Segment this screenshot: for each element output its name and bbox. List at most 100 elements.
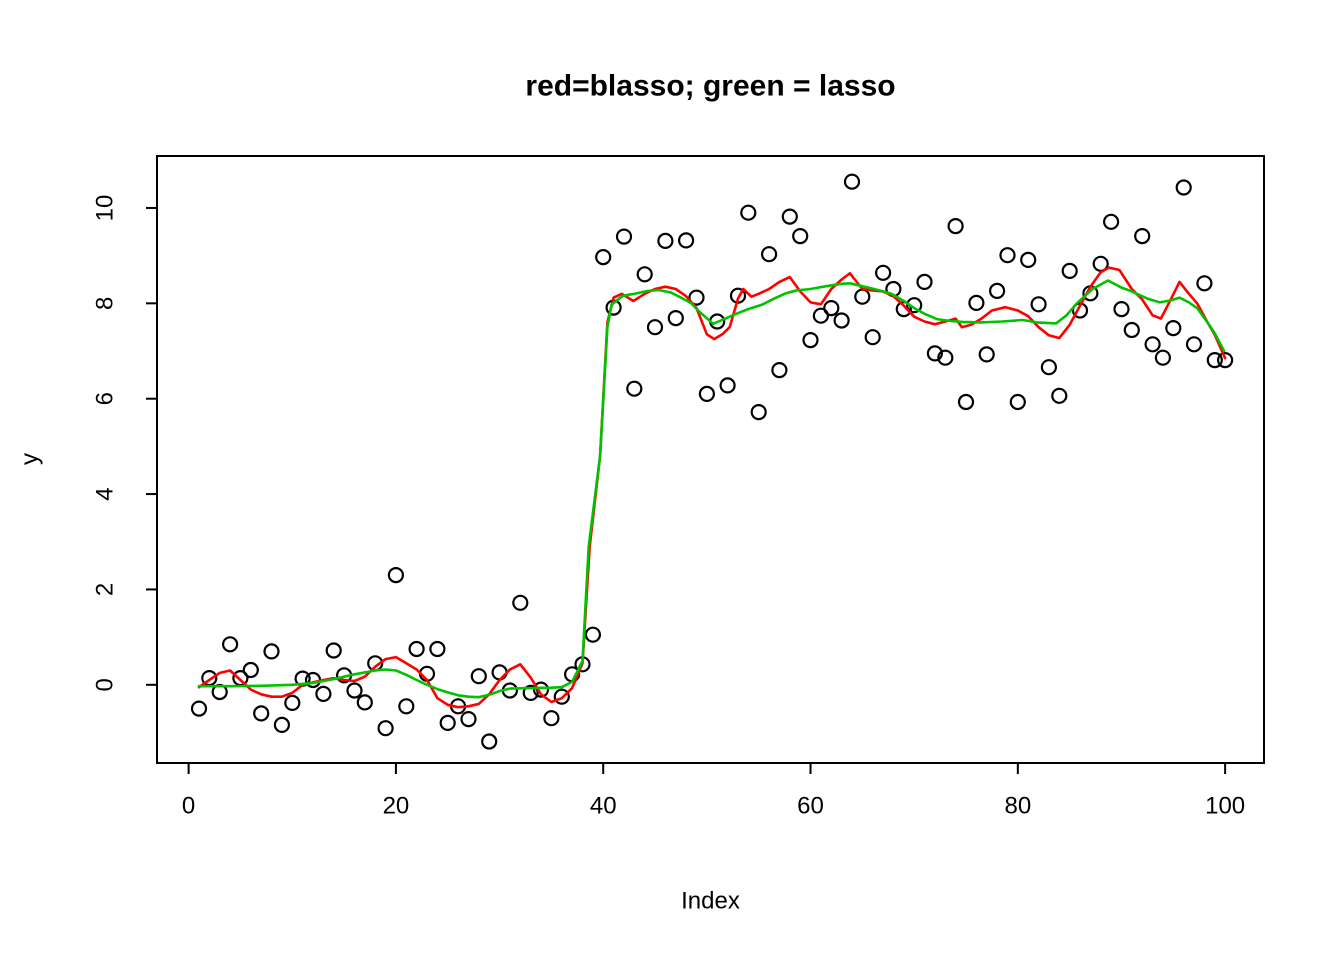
x-tick-label: 100: [1205, 793, 1245, 820]
data-point: [667, 310, 684, 327]
data-point: [1154, 349, 1172, 366]
data-point: [553, 688, 570, 705]
data-point: [1206, 352, 1223, 369]
lasso-line: [197, 279, 1226, 699]
data-point: [1144, 336, 1161, 353]
data-point: [429, 640, 446, 658]
x-tick-label: 80: [1004, 793, 1031, 820]
data-point: [646, 319, 664, 336]
data-point: [1185, 336, 1203, 353]
data-point: [584, 626, 602, 643]
plot-box: [156, 155, 1265, 764]
data-point: [760, 246, 778, 263]
data-point: [874, 264, 892, 281]
data-point: [1051, 387, 1068, 404]
data-point: [698, 385, 716, 402]
data-point: [812, 307, 830, 324]
data-point: [750, 404, 767, 421]
data-point: [1175, 179, 1192, 196]
data-point: [947, 218, 964, 235]
data-point: [740, 204, 757, 221]
y-tick-label: 2: [92, 583, 119, 596]
data-point: [615, 228, 633, 245]
series-lines: [197, 266, 1227, 709]
data-point: [222, 636, 239, 653]
data-point: [522, 684, 539, 702]
data-point: [377, 720, 394, 737]
x-tick-label: 60: [797, 793, 824, 820]
data-point: [657, 232, 674, 249]
data-point: [833, 312, 850, 329]
y-tick-label: 10: [92, 195, 119, 222]
data-point: [937, 349, 954, 366]
data-point: [263, 643, 280, 660]
data-point: [1196, 275, 1213, 292]
data-point: [781, 208, 798, 225]
data-point: [688, 289, 705, 306]
data-point: [346, 682, 363, 699]
data-point: [1030, 296, 1047, 313]
y-tick-label: 4: [92, 487, 119, 500]
data-point: [512, 594, 529, 611]
data-point: [1134, 228, 1151, 245]
data-point: [906, 297, 923, 314]
data-point: [1061, 262, 1078, 279]
data-point: [408, 640, 425, 658]
y-tick-label: 6: [92, 392, 119, 405]
x-axis: 0 20 40 60 80 100: [182, 763, 1245, 820]
data-point: [854, 288, 871, 305]
data-point: [978, 346, 995, 363]
data-point: [387, 566, 404, 584]
data-points: [190, 173, 1234, 750]
data-point: [843, 173, 861, 190]
blasso-line: [197, 266, 1227, 709]
data-point: [957, 393, 975, 411]
data-point: [1020, 251, 1037, 268]
data-point: [626, 380, 643, 397]
data-point: [470, 668, 487, 685]
x-axis-title: Index: [681, 888, 740, 915]
data-point: [325, 642, 342, 659]
data-point: [792, 228, 809, 245]
x-tick-label: 0: [182, 793, 195, 820]
data-point: [968, 294, 985, 311]
data-point: [999, 247, 1016, 264]
data-point: [1102, 213, 1120, 230]
x-tick-label: 20: [383, 793, 410, 820]
y-axis-title: y: [17, 453, 44, 465]
data-point: [190, 700, 208, 717]
data-point: [543, 710, 560, 727]
data-point: [677, 232, 695, 249]
data-point: [242, 661, 259, 679]
data-point: [460, 710, 477, 728]
data-point: [636, 266, 653, 283]
data-point: [864, 329, 881, 346]
x-tick-label: 40: [590, 793, 617, 820]
data-point: [398, 698, 415, 715]
y-axis: 0 2 4 6 8 10: [92, 195, 157, 691]
data-point: [1040, 359, 1058, 376]
data-point: [1113, 301, 1130, 318]
data-point: [823, 300, 840, 317]
data-point: [595, 249, 612, 266]
chart-title: red=blasso; green = lasso: [525, 70, 895, 103]
data-point: [719, 377, 736, 394]
data-point: [284, 694, 301, 712]
data-point: [1123, 321, 1140, 339]
y-tick-label: 0: [92, 678, 119, 691]
data-point: [273, 716, 290, 734]
data-point: [253, 705, 270, 722]
data-point: [771, 362, 788, 379]
data-point: [481, 733, 498, 750]
data-point: [926, 345, 944, 362]
data-point: [315, 685, 332, 703]
data-point: [532, 681, 550, 698]
data-point: [802, 332, 819, 349]
data-point: [356, 694, 373, 711]
data-point: [1092, 255, 1109, 272]
data-point: [1009, 393, 1026, 411]
data-point: [1165, 320, 1182, 337]
y-tick-label: 8: [92, 297, 119, 310]
